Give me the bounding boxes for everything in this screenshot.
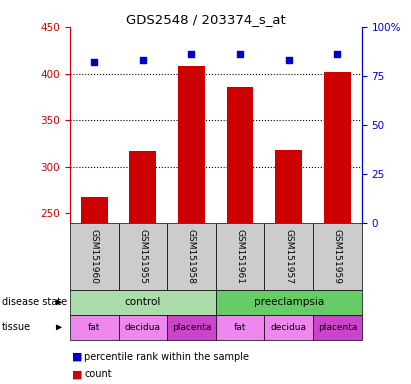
Text: fat: fat bbox=[88, 323, 100, 332]
Text: decidua: decidua bbox=[125, 323, 161, 332]
Bar bbox=[324, 72, 351, 223]
Bar bbox=[178, 66, 205, 223]
Point bbox=[286, 57, 292, 63]
Text: GSM151960: GSM151960 bbox=[90, 229, 99, 284]
Text: fat: fat bbox=[234, 323, 246, 332]
Text: placenta: placenta bbox=[172, 323, 211, 332]
Text: ■: ■ bbox=[72, 369, 83, 379]
Text: preeclampsia: preeclampsia bbox=[254, 297, 324, 308]
Text: percentile rank within the sample: percentile rank within the sample bbox=[84, 352, 249, 362]
Text: control: control bbox=[125, 297, 161, 308]
Text: ■: ■ bbox=[72, 352, 83, 362]
Text: GSM151957: GSM151957 bbox=[284, 229, 293, 284]
Bar bbox=[227, 88, 254, 223]
Bar bbox=[275, 150, 302, 223]
Point bbox=[334, 51, 341, 57]
Bar bbox=[129, 151, 156, 223]
Text: count: count bbox=[84, 369, 112, 379]
Point bbox=[91, 59, 97, 65]
Point bbox=[188, 51, 195, 57]
Point bbox=[140, 57, 146, 63]
Bar bbox=[81, 197, 108, 223]
Text: decidua: decidua bbox=[271, 323, 307, 332]
Text: GDS2548 / 203374_s_at: GDS2548 / 203374_s_at bbox=[126, 13, 285, 26]
Text: GSM151961: GSM151961 bbox=[236, 229, 245, 284]
Text: placenta: placenta bbox=[318, 323, 357, 332]
Text: GSM151955: GSM151955 bbox=[139, 229, 147, 284]
Text: GSM151959: GSM151959 bbox=[333, 229, 342, 284]
Point bbox=[237, 51, 243, 57]
Text: tissue: tissue bbox=[2, 322, 31, 333]
Text: GSM151958: GSM151958 bbox=[187, 229, 196, 284]
Text: disease state: disease state bbox=[2, 297, 67, 308]
